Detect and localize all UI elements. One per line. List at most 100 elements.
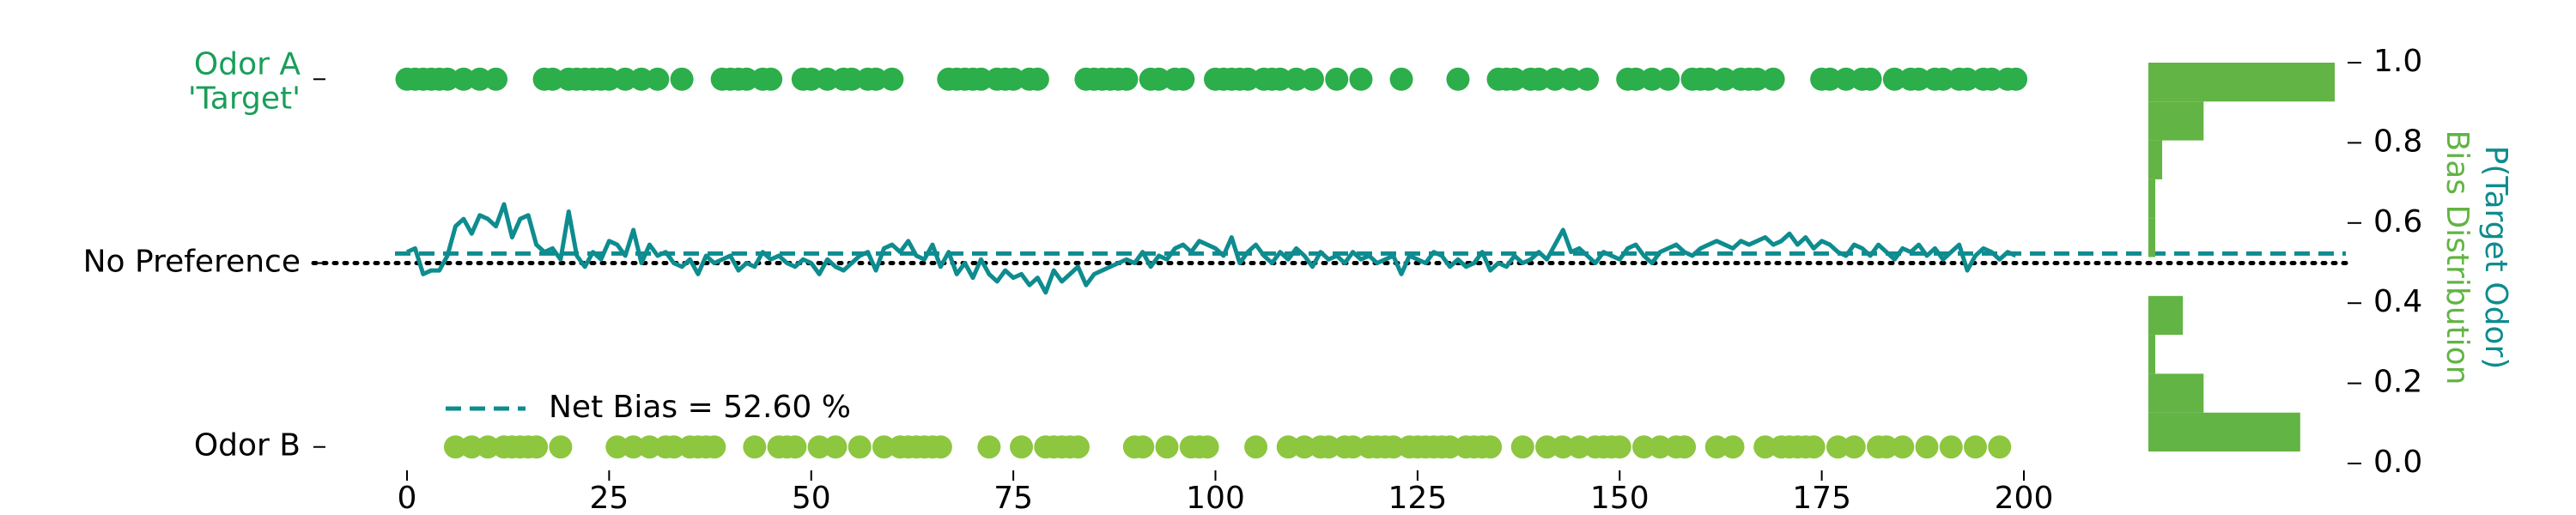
choice-dot [1955,67,1979,91]
choice-dot [928,435,952,459]
choice-dot [1834,67,1858,91]
choice-dot [1931,67,1955,91]
choice-dot [622,435,646,459]
histogram-bar [2148,218,2156,258]
choice-dot [816,67,840,91]
choice-dot [525,435,549,459]
x-tick-label: 25 [589,481,629,515]
x-tick-label: 100 [1186,481,1245,515]
choice-dot [1479,435,1503,459]
choice-dot [2004,67,2028,91]
choice-dot [1721,435,1745,459]
choice-dot [613,67,637,91]
choice-dot [1964,435,1988,459]
choice-dot [1713,67,1737,91]
choice-dot [484,67,508,91]
choice-dot [1874,435,1899,459]
histogram-bar [2148,295,2184,336]
choice-dot [1915,435,1939,459]
choice-dot [549,435,573,459]
legend-label: Net Bias = 52.60 % [549,390,851,425]
x-tick-label: 125 [1388,481,1448,515]
choice-dot [1155,435,1179,459]
choice-dot [1988,435,2012,459]
choice-dot [1382,435,1406,459]
y2-tick-label: 1.0 [2373,44,2422,79]
y-tick-label: No Preference [83,245,301,280]
choice-dot [670,67,694,91]
y-tick-label: Odor A 'Target' [188,46,301,116]
choice-dot [1131,435,1155,459]
choice-dot [1939,435,1963,459]
choice-dot [1858,67,1882,91]
histogram-bar [2148,179,2156,219]
choice-dot [977,435,1001,459]
histogram-bar [2148,335,2156,374]
choice-dot [1438,435,1462,459]
histogram-bar [2148,101,2204,141]
choice-dot [1559,67,1583,91]
choice-dot [1195,435,1219,459]
choice-dot [783,435,807,459]
choice-dot [1527,67,1551,91]
choice-dot [1510,435,1534,459]
choice-dot [1543,67,1567,91]
choice-dot [1567,435,1591,459]
choice-dot [1389,67,1413,91]
x-tick-label: 175 [1792,481,1851,515]
choice-dot [605,435,629,459]
choice-dot [1236,67,1260,91]
histogram-bar [2148,373,2204,413]
choice-dot [1907,67,1931,91]
choice-dot [1842,435,1866,459]
y-tick-label: Odor B [194,428,301,464]
choice-dot [759,67,783,91]
choice-dot [1818,67,1842,91]
choice-dot [459,435,483,459]
x-tick-label: 0 [398,481,417,515]
choice-dot [840,67,864,91]
choice-dot [1640,67,1664,91]
choice-dot [1979,67,2003,91]
choice-dot [1882,67,1906,91]
histogram-bar [2148,63,2335,102]
choice-dot [1292,435,1316,459]
choice-dot [1607,435,1631,459]
choice-dot [1316,435,1340,459]
choice-dot [743,435,767,459]
choice-dot [1285,67,1309,91]
x-tick-label: 150 [1590,481,1649,515]
choice-dot [848,435,872,459]
choice-dot [969,67,993,91]
choice-dot [435,67,459,91]
choice-dot [807,435,831,459]
choice-dot [452,67,476,91]
choice-dot [823,435,848,459]
choice-dot [1551,435,1575,459]
choice-dot [629,67,653,91]
y2-tick-label: 0.0 [2373,445,2422,480]
choice-dot [1066,435,1090,459]
choice-dot [1325,67,1349,91]
choice-dot [1001,67,1025,91]
choice-dot [1503,67,1527,91]
choice-dot [662,435,686,459]
choice-dot [1276,435,1300,459]
choice-dot [1244,435,1268,459]
choice-dot [1673,435,1697,459]
choice-dot [1171,67,1195,91]
choice-dot [1761,67,1785,91]
choice-dot [734,67,758,91]
choice-dot [1891,435,1915,459]
choice-dot [864,67,888,91]
choice-dot [637,435,661,459]
choice-dot [1648,435,1672,459]
choice-dot [1656,67,1680,91]
choice-dot [1341,435,1365,459]
choice-dot [1300,67,1324,91]
choice-dot [702,435,726,459]
choice-dot [1697,67,1721,91]
choice-dot [1745,67,1769,91]
